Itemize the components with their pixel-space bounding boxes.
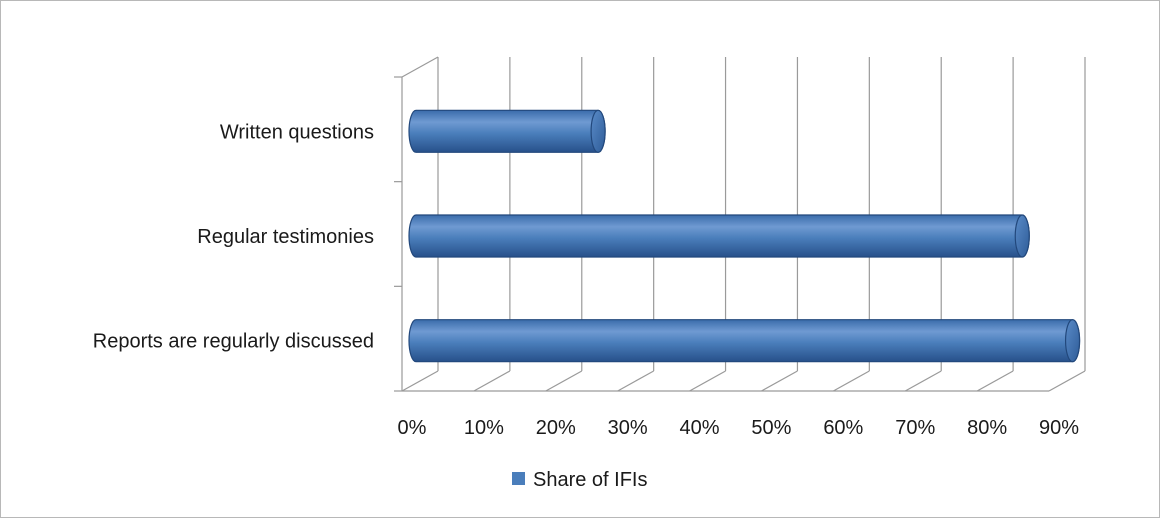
x-tick-label: 60% xyxy=(823,417,863,439)
x-tick-label: 30% xyxy=(608,417,648,439)
bar-end-cap xyxy=(1064,319,1081,363)
gridline-floor xyxy=(617,370,654,392)
bar-body xyxy=(408,319,1081,363)
x-tick-label: 80% xyxy=(967,417,1007,439)
x-tick-label: 50% xyxy=(751,417,791,439)
bar-1 xyxy=(408,109,606,153)
x-tick-label: 70% xyxy=(895,417,935,439)
gridline-floor xyxy=(1048,370,1086,392)
x-tick-label: 40% xyxy=(680,417,720,439)
bar-body xyxy=(408,109,606,153)
bar-3 xyxy=(408,319,1081,363)
label-layer: Written questions Regular testimonies Repo… xyxy=(93,121,1079,439)
bar-2 xyxy=(408,214,1030,258)
side-wall-top xyxy=(401,56,439,78)
category-label: Regular testimonies xyxy=(197,226,374,248)
x-tick-label: 0% xyxy=(398,417,427,439)
gridline-floor xyxy=(976,370,1014,392)
bar-body xyxy=(408,214,1030,258)
legend: Share of IFIs xyxy=(512,469,648,491)
gridline-floor xyxy=(761,370,798,392)
bar-layer xyxy=(408,109,1081,363)
x-tick-label: 20% xyxy=(536,417,576,439)
x-tick-label: 90% xyxy=(1039,417,1079,439)
category-label: Reports are regularly discussed xyxy=(93,331,374,353)
gridline-floor xyxy=(904,370,942,392)
grid-layer xyxy=(394,56,1086,392)
bar-end-cap xyxy=(1014,214,1030,258)
gridline-floor xyxy=(401,370,439,392)
legend-swatch xyxy=(512,472,525,485)
bar-end-cap xyxy=(590,109,606,153)
x-tick-label: 10% xyxy=(464,417,504,439)
gridline-floor xyxy=(473,370,511,392)
gridline-floor xyxy=(545,370,583,392)
category-label: Written questions xyxy=(220,121,374,143)
gridline-floor xyxy=(833,370,870,392)
gridline-floor xyxy=(689,370,726,392)
legend-label: Share of IFIs xyxy=(533,469,648,491)
